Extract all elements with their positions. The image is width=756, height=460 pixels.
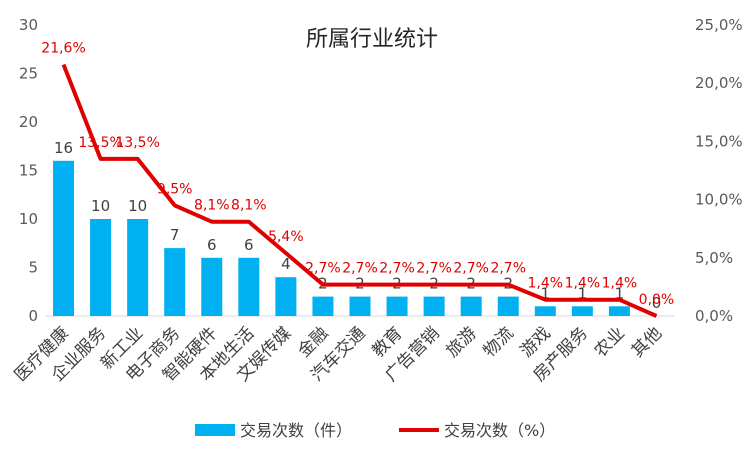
line-value-label: 13,5% [115, 135, 159, 151]
line-value-label: 1,4% [565, 276, 601, 292]
line-value-label: 2,7% [342, 261, 378, 277]
bar [386, 296, 408, 316]
legend-bar-label: 交易次数（件） [240, 421, 352, 440]
category-label: 物流 [480, 323, 518, 361]
bar-value-label: 0 [652, 294, 662, 312]
bar-value-label: 4 [281, 255, 291, 273]
bar [201, 257, 223, 316]
bar-value-label: 10 [91, 197, 110, 215]
bar [53, 160, 75, 316]
bar-value-label: 16 [54, 139, 73, 157]
right-tick-label: 15,0% [695, 132, 743, 150]
bar-value-label: 1 [615, 284, 625, 302]
bar [164, 248, 186, 316]
left-tick-label: 0 [28, 307, 38, 325]
line-value-label: 8,1% [194, 198, 230, 214]
left-axis: 0 5 10 15 20 25 30 [19, 16, 38, 325]
bar [275, 277, 297, 316]
line-value-label: 13,5% [78, 135, 122, 151]
bar [497, 296, 519, 316]
bar-value-label: 1 [541, 284, 551, 302]
right-tick-label: 10,0% [695, 191, 743, 209]
category-label: 农业 [591, 323, 629, 361]
bar-value-label: 6 [244, 236, 254, 254]
bar [90, 219, 112, 316]
right-tick-label: 20,0% [695, 74, 743, 92]
line-value-label: 5,4% [268, 229, 304, 245]
line-value-label: 1,4% [528, 276, 564, 292]
line-value-label: 9,5% [157, 181, 193, 197]
bar-value-label: 6 [207, 236, 217, 254]
line-value-label: 0,0% [639, 292, 675, 308]
bar [238, 257, 260, 316]
bar [460, 296, 482, 316]
line-value-label: 21,6% [41, 41, 85, 57]
bar [127, 219, 149, 316]
right-tick-label: 25,0% [695, 16, 743, 34]
left-tick-label: 15 [19, 162, 38, 180]
line-value-label: 8,1% [231, 198, 267, 214]
line-series: 21,6%13,5%13,5%9,5%8,1% 8,1%5,4%2,7% 2,7% 2… [41, 41, 675, 318]
left-tick-label: 10 [19, 210, 38, 228]
bar-value-label: 1 [578, 284, 588, 302]
legend-line-label: 交易次数（%） [444, 421, 555, 440]
line-value-label: 1,4% [602, 276, 638, 292]
left-tick-label: 30 [19, 16, 38, 34]
category-label: 其他 [628, 323, 666, 361]
line-value-label: 2,7% [305, 261, 341, 277]
percent-line [61, 63, 658, 318]
bar-value-label: 10 [128, 197, 147, 215]
left-tick-label: 20 [19, 113, 38, 131]
chart-title: 所属行业统计 [306, 27, 438, 52]
right-tick-label: 5,0% [695, 249, 733, 267]
legend-bar-swatch [195, 424, 235, 436]
bar [571, 306, 593, 316]
right-tick-label: 0,0% [695, 307, 733, 325]
left-tick-label: 25 [19, 65, 38, 83]
line-value-label: 2,7% [379, 261, 415, 277]
bar [312, 296, 334, 316]
bar [349, 296, 371, 316]
bar [534, 306, 556, 316]
legend: 交易次数（件） 交易次数（%） [195, 421, 555, 440]
bar [608, 306, 630, 316]
line-value-label: 2,7% [416, 261, 452, 277]
right-axis: 0,0% 5,0% 10,0% 15,0% 20,0% 25,0% [695, 16, 743, 325]
category-label: 旅游 [443, 323, 481, 361]
line-value-label: 2,7% [453, 261, 489, 277]
left-tick-label: 5 [28, 259, 38, 277]
bar [423, 296, 445, 316]
category-axis: 医疗健康企业服务新工业电子商务智能硬件本地生活文娱传媒金融汽车交通教育广告营销旅… [11, 323, 666, 385]
line-value-label: 2,7% [490, 261, 526, 277]
bar-value-label: 7 [170, 226, 180, 244]
